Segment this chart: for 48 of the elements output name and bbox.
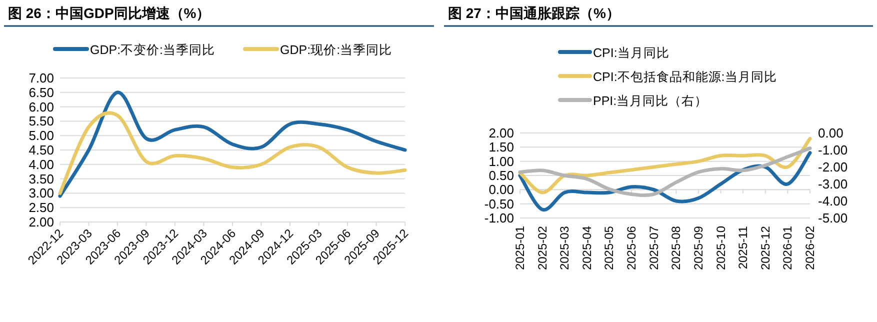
x-tick-label: 2025-11 — [736, 226, 750, 270]
x-tick-label: 2025-09 — [691, 226, 706, 270]
y-tick-label: 0.50 — [488, 168, 514, 183]
legend-label: CPI:不包括食品和能源:当月同比 — [593, 70, 777, 84]
x-tick-label: 2026-01 — [780, 226, 795, 270]
y-tick-label: 0.00 — [488, 182, 514, 198]
line-series — [518, 151, 812, 212]
x-tick-label: 2025-10 — [714, 226, 728, 270]
y-tick-label: -0.50 — [484, 196, 514, 212]
y-tick-label: 5.50 — [28, 114, 54, 129]
x-tick-label: 2025-07 — [646, 226, 661, 270]
legend-label: GDP:不变价:当季同比 — [90, 43, 216, 57]
legend-label: PPI:当月同比（右） — [593, 94, 708, 108]
y-tick-label: 6.00 — [28, 99, 54, 114]
y2-tick-label: -4.00 — [818, 194, 848, 208]
chart-title: 图 26：中国GDP同比增速（%） — [8, 5, 210, 21]
y-tick-label: 3.50 — [28, 171, 54, 186]
x-tick-label: 2025-12 — [758, 226, 772, 270]
y-tick-label: 1.50 — [488, 140, 514, 155]
y-tick-label: 2.00 — [28, 214, 54, 230]
x-tick-label: 2025-06 — [624, 226, 639, 270]
line-series — [58, 90, 407, 198]
x-tick-label: 2025-08 — [669, 226, 684, 270]
y-tick-label: 6.50 — [28, 84, 54, 100]
y-tick-label: 5.00 — [28, 128, 54, 144]
y-tick-label: 3.00 — [28, 186, 54, 201]
y-tick-label: 2.00 — [488, 126, 514, 140]
y-tick-label: 4.00 — [28, 156, 54, 172]
y2-tick-label: -3.00 — [818, 176, 848, 192]
y-tick-label: -1.00 — [484, 210, 514, 226]
x-tick-label: 2025-01 — [513, 226, 527, 270]
x-tick-label: 2025-02 — [535, 226, 550, 270]
y2-tick-label: -5.00 — [818, 210, 848, 226]
y2-tick-label: -1.00 — [818, 142, 848, 158]
y2-tick-label: -2.00 — [818, 160, 848, 174]
legend-label: CPI:当月同比 — [593, 46, 670, 60]
x-tick-label: 2025-05 — [602, 226, 616, 270]
y-tick-label: 1.00 — [488, 154, 514, 169]
x-tick-label: 2025-04 — [580, 226, 594, 270]
y-tick-label: 4.50 — [28, 142, 54, 158]
x-tick-label: 2025-03 — [558, 226, 572, 270]
y-tick-label: 7.00 — [28, 70, 54, 86]
y2-tick-label: 0.00 — [818, 126, 844, 140]
chart-title: 图 27：中国通胀跟踪（%） — [448, 5, 620, 21]
y-tick-label: 2.50 — [28, 200, 54, 216]
x-tick-label: 2026-02 — [803, 226, 817, 270]
legend-label: GDP:现价:当季同比 — [280, 43, 392, 57]
line-series — [518, 136, 812, 194]
